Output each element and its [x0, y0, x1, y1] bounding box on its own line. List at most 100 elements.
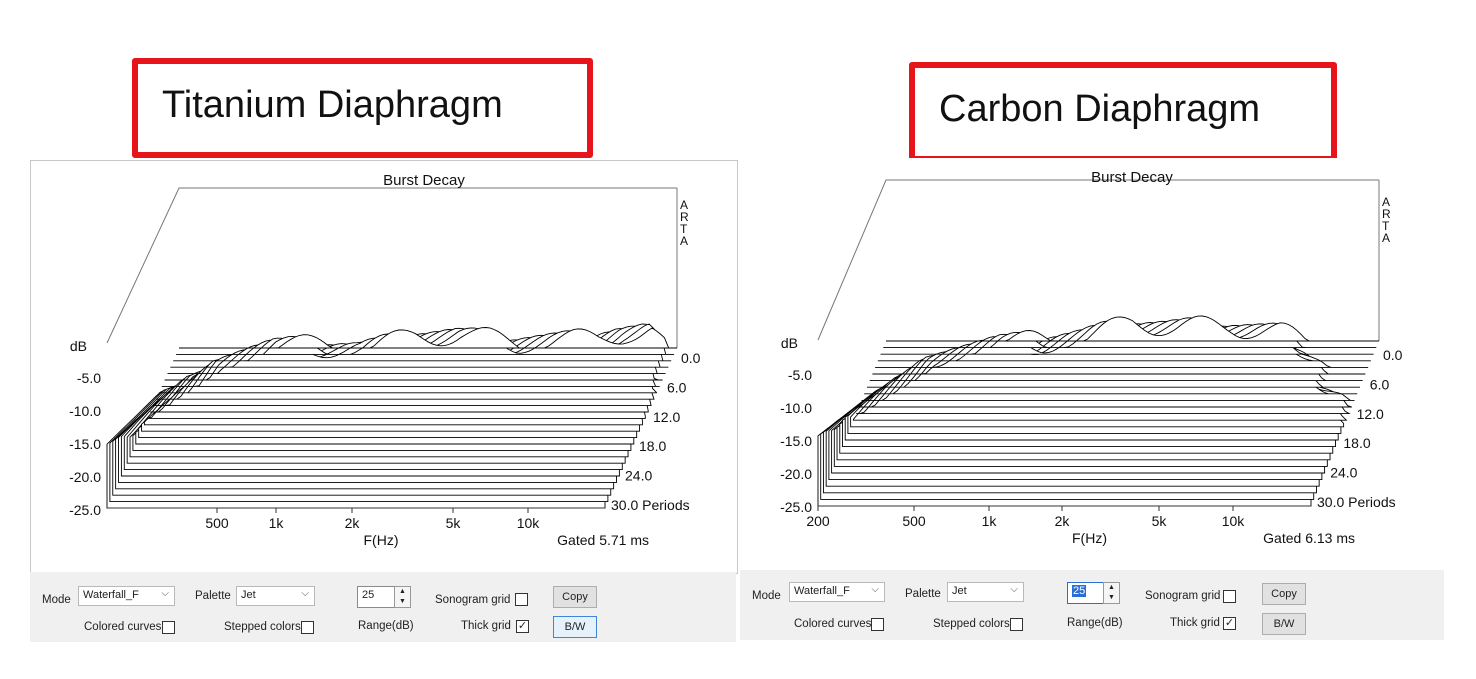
range-value: 25: [362, 589, 375, 601]
watermark-letter: R: [1382, 207, 1391, 221]
mode-value: Waterfall_F: [794, 585, 850, 597]
bw-button[interactable]: B/W: [1262, 613, 1306, 635]
mode-select[interactable]: Waterfall_F ⌵: [789, 582, 885, 602]
colored-curves-label: Colored curves: [794, 618, 872, 630]
stepped-colors-checkbox[interactable]: [301, 621, 314, 634]
watermark-letter: A: [1382, 231, 1390, 245]
y-tick-label: -5.0: [788, 367, 812, 383]
x-axis-label: F(Hz): [364, 532, 399, 548]
title-box-titanium: Titanium Diaphragm: [132, 58, 593, 158]
y-axis-label: dB: [70, 338, 87, 354]
controls-carbon: Mode Waterfall_F ⌵ Palette Jet ⌵ 25 ▲ ▼ S…: [740, 570, 1444, 640]
palette-label: Palette: [905, 588, 941, 600]
stepped-colors-label: Stepped colors: [933, 618, 1010, 630]
watermark-letter: T: [680, 222, 688, 236]
period-tick-label: 12.0: [1357, 406, 1384, 422]
title-box-carbon: Carbon Diaphragm: [909, 62, 1337, 162]
bw-button[interactable]: B/W: [553, 616, 597, 638]
back-wall-frame: [817, 179, 1379, 341]
copy-button[interactable]: Copy: [1262, 583, 1306, 605]
period-tick-label: 12.0: [653, 409, 680, 425]
chart-title: Burst Decay: [1091, 169, 1173, 186]
copy-button[interactable]: Copy: [553, 586, 597, 608]
x-tick-label: 2k: [345, 515, 361, 531]
thick-grid-checkbox[interactable]: ✓: [1223, 617, 1236, 630]
watermark-letter: R: [680, 210, 689, 224]
controls-titanium: Mode Waterfall_F ⌵ Palette Jet ⌵ 25 ▲ ▼ S…: [30, 572, 736, 642]
chevron-down-icon: ⌵: [871, 584, 879, 595]
period-tick-label: 30.0 Periods: [611, 497, 690, 513]
x-tick-label: 10k: [1222, 513, 1246, 529]
sonogram-label: Sonogram grid: [1145, 590, 1221, 602]
x-tick-label: 10k: [517, 515, 541, 531]
stepped-colors-label: Stepped colors: [224, 621, 301, 633]
colored-curves-checkbox[interactable]: [871, 618, 884, 631]
palette-select[interactable]: Jet ⌵: [947, 582, 1024, 602]
y-tick-label: -25.0: [69, 502, 101, 518]
watermark-letter: A: [680, 198, 688, 212]
range-value: 25: [1072, 585, 1087, 597]
x-tick-label: 500: [205, 515, 229, 531]
range-label: Range(dB): [358, 620, 414, 632]
x-tick-label: 1k: [982, 513, 998, 529]
range-input[interactable]: 25: [1067, 582, 1104, 604]
range-input[interactable]: 25: [357, 586, 395, 608]
gated-label: Gated 6.13 ms: [1263, 530, 1355, 546]
range-label: Range(dB): [1067, 617, 1123, 629]
period-tick-label: 18.0: [639, 438, 666, 454]
mode-select[interactable]: Waterfall_F ⌵: [78, 586, 175, 606]
chevron-down-icon: ⌵: [301, 588, 309, 599]
x-tick-label: 500: [902, 513, 926, 529]
thick-grid-label: Thick grid: [1170, 617, 1220, 629]
chevron-down-icon: ⌵: [161, 588, 169, 599]
palette-select[interactable]: Jet ⌵: [236, 586, 315, 606]
thick-grid-checkbox[interactable]: ✓: [516, 620, 529, 633]
decay-slice-0: [886, 315, 1379, 342]
back-wall-frame: [106, 187, 677, 344]
y-tick-label: -15.0: [69, 436, 101, 452]
mode-value: Waterfall_F: [83, 589, 139, 601]
gated-label: Gated 5.71 ms: [557, 532, 649, 548]
x-tick-label: 2k: [1055, 513, 1071, 529]
period-tick-label: 0.0: [681, 350, 701, 366]
period-tick-label: 6.0: [1370, 376, 1390, 392]
period-tick-label: 6.0: [667, 379, 687, 395]
x-tick-label: 5k: [1152, 513, 1168, 529]
colored-curves-label: Colored curves: [84, 621, 162, 633]
x-tick-label: 5k: [446, 515, 462, 531]
period-tick-label: 18.0: [1343, 435, 1370, 451]
period-tick-label: 0.0: [1383, 347, 1403, 363]
y-tick-label: -25.0: [780, 499, 812, 515]
watermark-letter: T: [1382, 219, 1390, 233]
watermark-letter: A: [1382, 195, 1390, 209]
thick-grid-label: Thick grid: [461, 620, 511, 632]
title-carbon: Carbon Diaphragm: [939, 88, 1261, 130]
sonogram-checkbox[interactable]: [515, 593, 528, 606]
stepped-colors-checkbox[interactable]: [1010, 618, 1023, 631]
range-spinner[interactable]: ▲ ▼: [1103, 582, 1120, 604]
colored-curves-checkbox[interactable]: [162, 621, 175, 634]
y-tick-label: -20.0: [780, 466, 812, 482]
range-spinner[interactable]: ▲ ▼: [394, 586, 411, 608]
x-axis-label: F(Hz): [1072, 530, 1107, 546]
period-tick-label: 24.0: [625, 468, 652, 484]
palette-label: Palette: [195, 590, 231, 602]
y-tick-label: -5.0: [77, 370, 101, 386]
sonogram-checkbox[interactable]: [1223, 590, 1236, 603]
y-tick-label: -10.0: [69, 403, 101, 419]
decay-slice-0: [179, 327, 677, 349]
y-tick-label: -15.0: [780, 433, 812, 449]
sonogram-label: Sonogram grid: [435, 594, 511, 606]
mode-label: Mode: [42, 594, 71, 606]
mode-label: Mode: [752, 590, 781, 602]
title-titanium: Titanium Diaphragm: [162, 84, 503, 126]
chart-title: Burst Decay: [383, 172, 465, 189]
y-tick-label: -20.0: [69, 469, 101, 485]
period-tick-label: 30.0 Periods: [1317, 494, 1396, 510]
y-axis-label: dB: [781, 335, 798, 351]
palette-value: Jet: [241, 589, 256, 601]
chevron-down-icon: ⌵: [1010, 584, 1018, 595]
